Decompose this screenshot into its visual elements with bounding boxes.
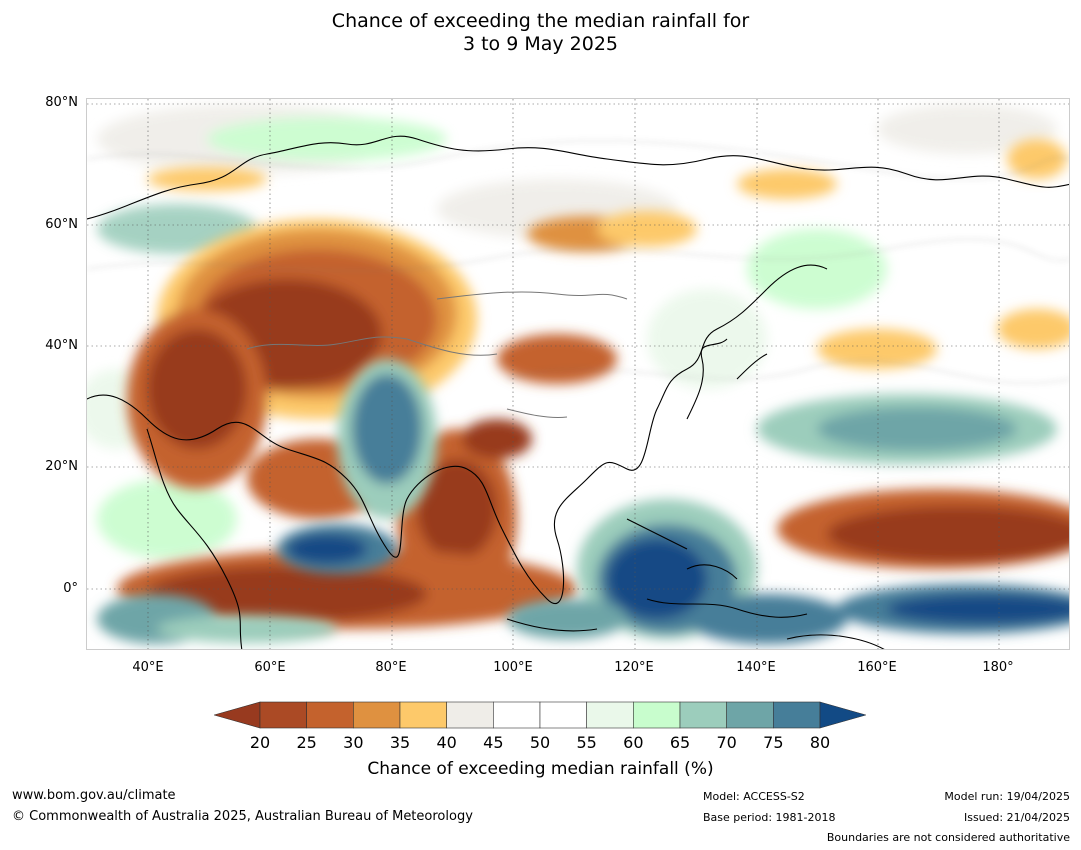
colorbar-arrow-low (214, 701, 261, 729)
colorbar-tick-label: 55 (576, 733, 597, 752)
lat-label-60n: 60°N (45, 217, 78, 232)
lat-label-0: 0° (63, 581, 78, 596)
lon-label-160e: 160°E (857, 660, 897, 675)
colorbar-tick-label: 25 (296, 733, 317, 752)
footer-issued: Issued: 21/04/2025 (963, 811, 1070, 824)
lon-label-140e: 140°E (736, 660, 776, 675)
footer-disclaimer: Boundaries are not considered authoritat… (826, 831, 1070, 844)
colorbar-segment (586, 701, 634, 729)
colorbar-tick-label: 80 (809, 733, 831, 752)
colorbar-segment (493, 701, 541, 729)
lat-label-80n: 80°N (45, 95, 78, 110)
colorbar-segment (726, 701, 774, 729)
map-title: Chance of exceeding the median rainfall … (0, 10, 1081, 56)
footer-copyright: © Commonwealth of Australia 2025, Austra… (12, 809, 473, 824)
colorbar-tick-label: 60 (623, 733, 644, 752)
colorbar-segment (679, 701, 727, 729)
colorbar-tick-label: 30 (343, 733, 364, 752)
colorbar-segment (399, 701, 447, 729)
colorbar-segment (633, 701, 681, 729)
lat-label-40n: 40°N (45, 338, 78, 353)
colorbar-segment (259, 701, 307, 729)
colorbar-tick-label: 50 (529, 733, 551, 752)
colorbar-label: Chance of exceeding median rainfall (%) (367, 759, 714, 779)
colorbar-tick-label: 65 (669, 733, 691, 752)
rainfall-map (86, 98, 1070, 650)
lon-label-40e: 40°E (132, 660, 164, 675)
colorbar-segment (773, 701, 821, 729)
lon-label-60e: 60°E (254, 660, 286, 675)
title-line-2: 3 to 9 May 2025 (462, 33, 619, 55)
colorbar-tick-label: 40 (436, 733, 457, 752)
colorbar-segment (306, 701, 354, 729)
lon-label-80e: 80°E (375, 660, 407, 675)
footer-model: Model: ACCESS-S2 (703, 790, 805, 803)
lon-label-180: 180° (982, 660, 1014, 675)
footer-base-period: Base period: 1981-2018 (703, 811, 836, 824)
colorbar-tick-label: 20 (249, 733, 271, 752)
colorbar-arrow-high (819, 701, 866, 729)
colorbar-tick-label: 70 (716, 733, 737, 752)
colorbar-segment (446, 701, 494, 729)
lon-label-120e: 120°E (614, 660, 654, 675)
colorbar-segment (353, 701, 401, 729)
title-line-1: Chance of exceeding the median rainfall … (331, 10, 750, 32)
rainfall-map-svg (87, 99, 1069, 649)
footer-url[interactable]: www.bom.gov.au/climate (12, 788, 176, 803)
lon-label-100e: 100°E (493, 660, 533, 675)
colorbar-tick-label: 45 (483, 733, 504, 752)
colorbar-tick-label: 35 (389, 733, 411, 752)
colorbar (214, 701, 866, 729)
colorbar-tick-label: 75 (763, 733, 784, 752)
colorbar-segment (539, 701, 587, 729)
footer-model-run: Model run: 19/04/2025 (944, 790, 1070, 803)
lat-label-20n: 20°N (45, 459, 78, 474)
